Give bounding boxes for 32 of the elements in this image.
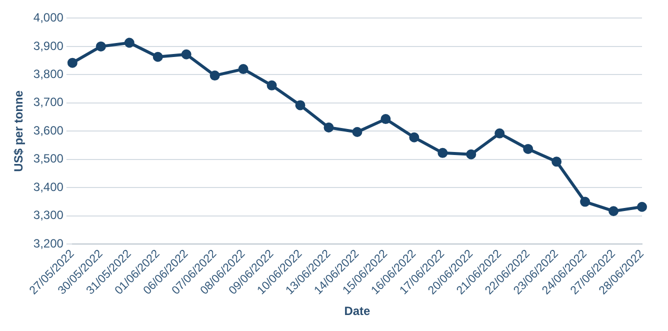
point [409,132,420,142]
point [96,41,106,52]
point [324,122,334,132]
point [380,114,391,124]
y-tick-label: 3,700 [33,95,64,110]
point [637,202,647,212]
point [494,128,505,138]
point [352,127,362,138]
point [67,58,78,68]
y-tick-label: 3,300 [33,208,64,222]
point [152,52,163,62]
point [580,196,590,207]
point [552,156,562,167]
point [124,38,134,48]
x-axis-title: Date [344,304,371,318]
y-tick-label: 3,500 [33,152,64,166]
point [210,70,220,81]
point [466,149,476,160]
point [608,206,619,216]
y-tick-label: 3,600 [33,123,64,138]
y-tick-label: 4,000 [33,10,64,25]
y-tick-label: 3,400 [33,180,64,194]
y-tick-label: 3,800 [33,67,64,81]
point [523,144,534,154]
point [238,64,248,74]
point [295,100,306,110]
y-tick-label: 3,200 [33,236,64,250]
y-axis-title: US$ per tonne [12,90,26,172]
point [266,80,277,90]
point [181,49,192,60]
point [438,148,448,158]
y-tick-label: 3,900 [33,38,64,53]
